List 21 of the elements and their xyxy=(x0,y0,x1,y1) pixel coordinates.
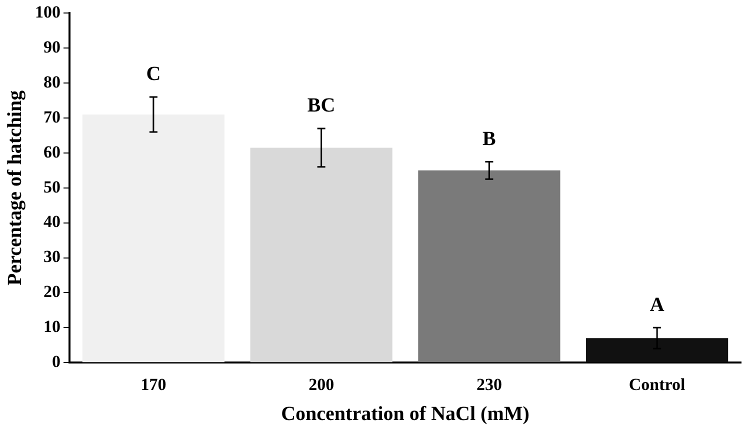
y-tick-label: 20 xyxy=(44,282,60,302)
x-tick-label: 230 xyxy=(476,375,502,394)
x-axis-title: Concentration of NaCl (mM) xyxy=(281,403,530,426)
y-tick-label: 70 xyxy=(44,107,60,126)
y-tick-label: 90 xyxy=(44,38,60,57)
y-tick-label: 60 xyxy=(44,142,60,162)
y-tick-label: 30 xyxy=(44,247,60,266)
x-tick-label: 170 xyxy=(140,375,166,394)
annotation: BC xyxy=(307,94,336,117)
y-tick-label: 80 xyxy=(44,72,60,92)
y-tick-label: 0 xyxy=(52,352,60,371)
y-tick-label: 40 xyxy=(44,212,60,232)
y-tick-label: 50 xyxy=(44,177,60,196)
annotation: A xyxy=(650,294,665,316)
y-tick-label: 100 xyxy=(35,2,60,22)
x-tick-label: Control xyxy=(628,375,686,394)
annotation: B xyxy=(482,128,496,150)
annotation: C xyxy=(146,63,161,86)
x-tick-label: 200 xyxy=(308,375,334,394)
y-tick-label: 10 xyxy=(44,317,60,336)
y-axis-title: Percentage of hatching xyxy=(4,90,26,286)
